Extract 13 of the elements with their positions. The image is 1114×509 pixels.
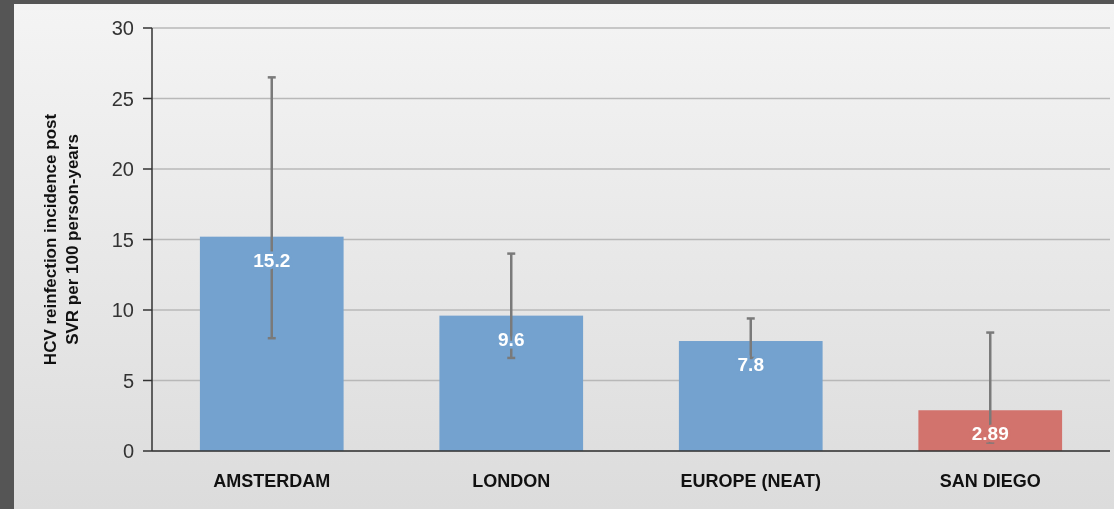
y-tick-label: 20 [111,158,134,180]
x-tick-label: LONDON [472,471,551,491]
y-tick-label: 25 [111,87,134,110]
y-tick-label: 5 [122,369,134,392]
x-tick-label: AMSTERDAM [213,471,331,491]
y-tick-label: 15 [111,228,134,251]
y-tick-label: 10 [111,299,134,321]
y-axis-title: HCV reinfection incidence post SVR per 100 person-years [41,113,82,366]
x-tick-label: EUROPE (NEAT) [680,471,822,491]
y-tick-label: 0 [122,440,134,462]
data-label: 7.8 [737,354,764,376]
x-tick-label: SAN DIEGO [939,471,1041,491]
y-tick-label: 30 [111,17,134,39]
